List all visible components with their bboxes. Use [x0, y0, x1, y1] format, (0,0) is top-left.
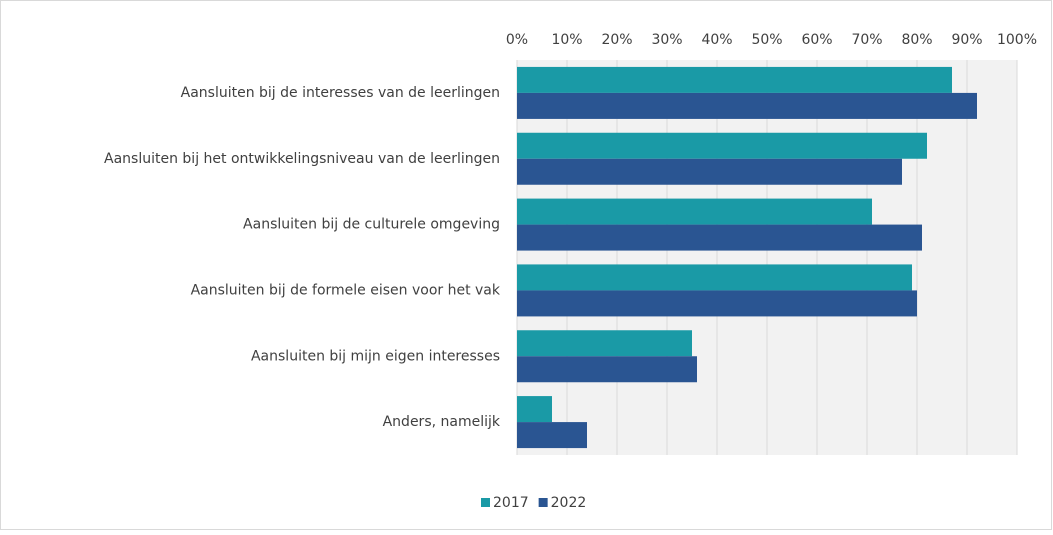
legend-swatch — [538, 498, 548, 507]
y-tick-label: Anders, namelijk — [383, 414, 501, 430]
y-tick-label: Aansluiten bij de interesses van de leer… — [181, 85, 500, 101]
bar — [517, 396, 552, 423]
x-tick-label: 80% — [901, 32, 932, 48]
bar — [517, 198, 872, 225]
x-tick-label: 0% — [506, 32, 528, 48]
y-tick-label: Aansluiten bij mijn eigen interesses — [251, 348, 500, 364]
x-tick-label: 60% — [801, 32, 832, 48]
bar — [517, 356, 697, 383]
legend-label: 2022 — [551, 495, 587, 511]
bar — [517, 92, 977, 119]
bar — [517, 158, 902, 185]
x-tick-label: 70% — [851, 32, 882, 48]
legend-label: 2017 — [493, 495, 529, 511]
x-tick-label: 90% — [951, 32, 982, 48]
bar — [517, 66, 952, 93]
bar — [517, 132, 927, 159]
bar — [517, 290, 917, 317]
bar — [517, 330, 692, 357]
bar — [517, 224, 922, 251]
x-tick-label: 40% — [701, 32, 732, 48]
x-tick-label: 30% — [651, 32, 682, 48]
x-tick-label: 20% — [601, 32, 632, 48]
y-tick-label: Aansluiten bij de formele eisen voor het… — [191, 282, 501, 298]
x-tick-label: 100% — [997, 32, 1037, 48]
x-tick-label: 10% — [551, 32, 582, 48]
bar — [517, 422, 587, 449]
y-tick-label: Aansluiten bij het ontwikkelingsniveau v… — [104, 151, 500, 167]
y-tick-label: Aansluiten bij de culturele omgeving — [243, 217, 500, 233]
bar — [517, 264, 912, 291]
x-tick-label: 50% — [751, 32, 782, 48]
legend-swatch — [481, 498, 490, 507]
